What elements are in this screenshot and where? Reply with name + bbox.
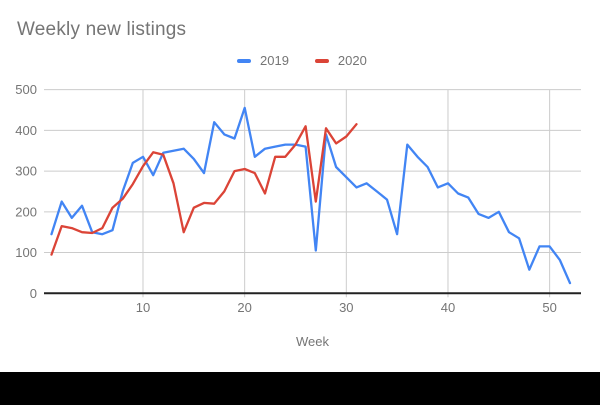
y-axis-tick-label: 300 — [15, 164, 37, 179]
y-axis-tick-label: 200 — [15, 204, 37, 219]
series-line-2020 — [50, 123, 358, 256]
y-axis-tick-label: 0 — [30, 286, 37, 301]
series-line-2019 — [50, 106, 572, 285]
x-axis-tick-label: 10 — [136, 300, 150, 315]
legend-label-2019: 2019 — [260, 53, 289, 68]
x-axis-title: Week — [296, 334, 329, 349]
legend-item-2019[interactable]: 2019 — [237, 53, 289, 68]
x-axis-tick-label: 30 — [339, 300, 353, 315]
y-axis-tick-label: 100 — [15, 245, 37, 260]
y-axis-tick-label: 400 — [15, 123, 37, 138]
chart-title: Weekly new listings — [17, 19, 187, 40]
legend-label-2020: 2020 — [337, 53, 367, 68]
legend: 2019 2020 — [237, 53, 367, 68]
y-axis-tick-label: 500 — [15, 82, 37, 97]
x-axis-tick-label: 40 — [441, 300, 455, 315]
legend-item-2020[interactable]: 2020 — [314, 53, 367, 68]
letterbox-bottom-bar — [0, 372, 600, 405]
chart-canvas: 0 100 200 300 400 500 10 20 30 40 50 Week — [15, 82, 581, 349]
legend-swatch-2020 — [314, 58, 329, 63]
x-axis-tick-label: 20 — [237, 300, 251, 315]
legend-swatch-2019 — [237, 58, 251, 63]
x-axis-tick-label: 50 — [542, 300, 556, 315]
